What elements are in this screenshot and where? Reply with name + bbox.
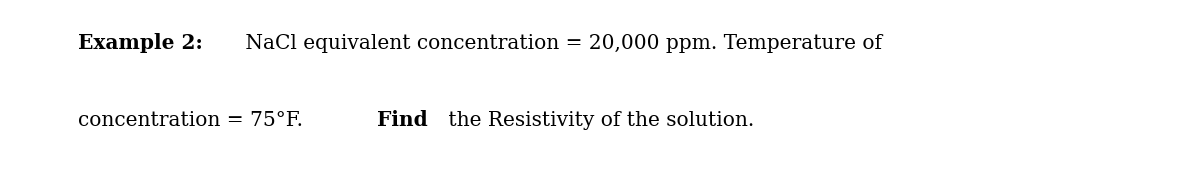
Text: NaCl equivalent concentration = 20,000 ppm. Temperature of: NaCl equivalent concentration = 20,000 p… xyxy=(239,34,882,53)
Text: Find: Find xyxy=(377,110,427,130)
Text: concentration = 75°F.: concentration = 75°F. xyxy=(78,111,310,130)
Text: the Resistivity of the solution.: the Resistivity of the solution. xyxy=(442,111,755,130)
Text: Example 2:: Example 2: xyxy=(78,33,203,53)
